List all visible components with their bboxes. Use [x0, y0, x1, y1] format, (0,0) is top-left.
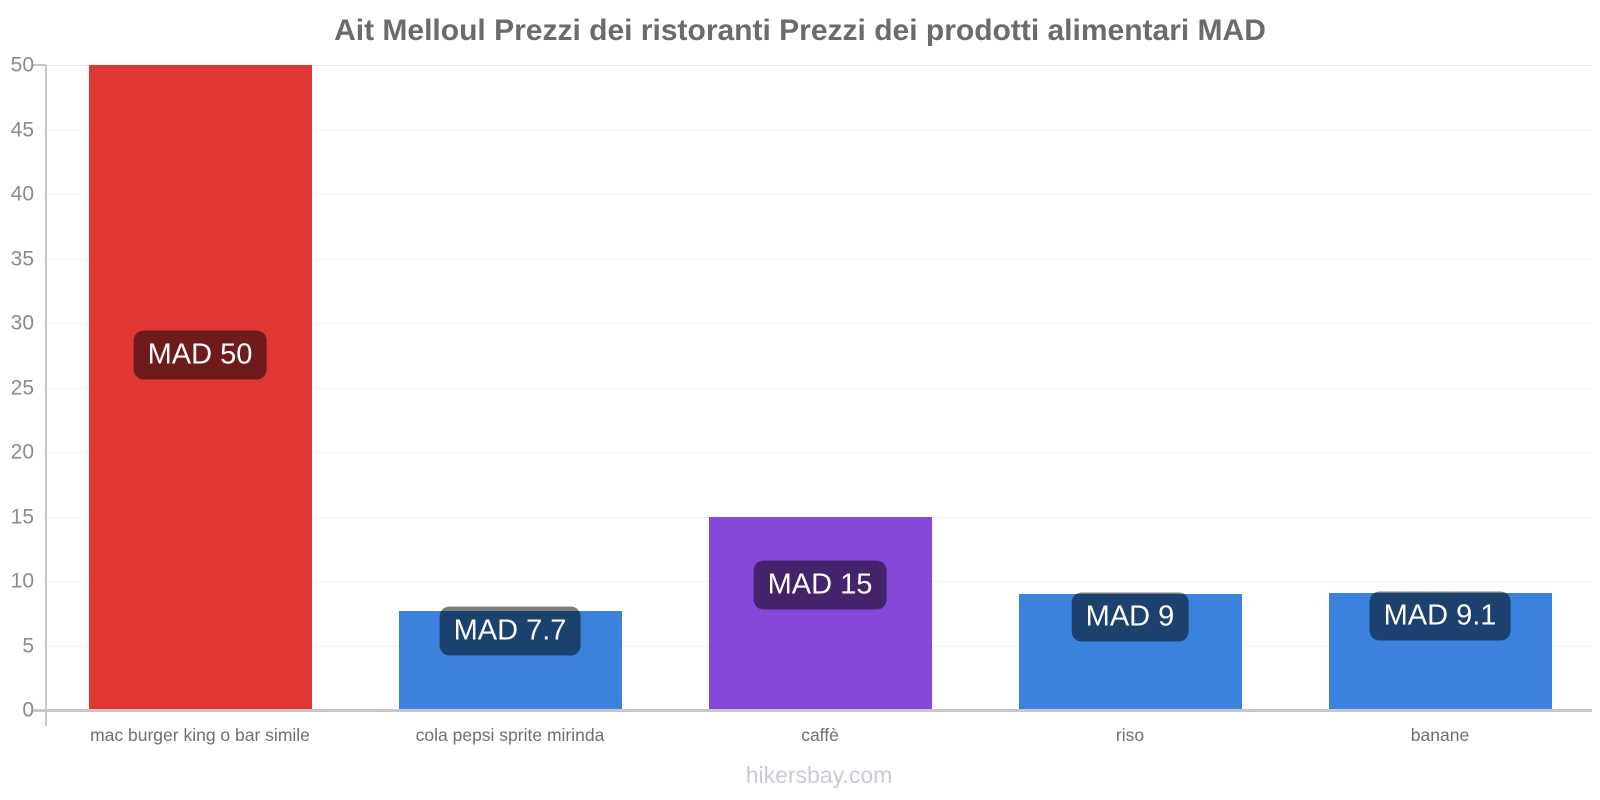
- bar-value-label: MAD 9.1: [1369, 591, 1511, 641]
- bar-value-label: MAD 50: [133, 330, 267, 380]
- gridline: [46, 65, 1592, 66]
- gridline: [46, 387, 1592, 389]
- y-axis-tick-label: 25: [10, 376, 34, 399]
- y-axis-tick-label: 10: [10, 569, 34, 593]
- bar-3: [708, 516, 932, 710]
- y-axis-tick-label: 40: [10, 182, 34, 206]
- x-axis-category-label: riso: [1115, 725, 1145, 745]
- y-axis-tick-mark: [33, 64, 46, 66]
- y-axis-line: [45, 65, 47, 726]
- bar-value-label: MAD 7.7: [439, 606, 581, 656]
- x-axis-category-label: mac burger king o bar simile: [90, 725, 310, 745]
- x-axis-category-label: caffè: [801, 725, 839, 745]
- x-axis-line: [33, 709, 1592, 712]
- gridline: [46, 129, 1592, 131]
- bar-value-label: MAD 15: [753, 560, 887, 610]
- y-axis-tick-label: 0: [22, 698, 34, 722]
- y-axis-tick-label: 35: [10, 247, 34, 270]
- y-axis-tick-label: 15: [10, 505, 34, 528]
- gridline: [46, 452, 1592, 453]
- gridline: [46, 194, 1592, 195]
- watermark: hikersbay.com: [745, 762, 893, 788]
- x-axis-category-label: banane: [1410, 725, 1470, 745]
- y-axis-tick-label: 50: [10, 53, 34, 77]
- bar-1: [88, 65, 312, 710]
- gridline: [46, 258, 1592, 260]
- x-axis-category-label: cola pepsi sprite mirinda: [415, 725, 605, 745]
- y-axis-tick-label: 5: [22, 634, 34, 657]
- y-axis-tick-label: 45: [10, 118, 34, 141]
- gridline: [46, 323, 1592, 324]
- y-axis-tick-label: 30: [10, 311, 34, 335]
- bar-value-label: MAD 9: [1071, 592, 1189, 642]
- chart-title: Ait Melloul Prezzi dei ristoranti Prezzi…: [334, 14, 1266, 47]
- y-axis-tick-label: 20: [10, 440, 34, 464]
